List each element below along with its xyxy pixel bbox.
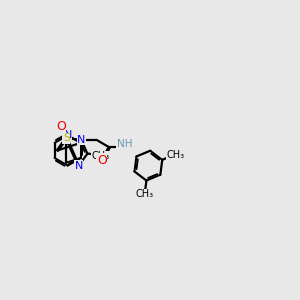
Text: CH₃: CH₃ <box>136 189 154 199</box>
Text: CH₃: CH₃ <box>92 151 110 161</box>
Text: NH: NH <box>117 139 132 149</box>
Text: S: S <box>63 133 70 143</box>
Text: N: N <box>64 130 72 140</box>
Text: O: O <box>56 119 66 133</box>
Text: O: O <box>97 154 107 167</box>
Text: CH₃: CH₃ <box>167 150 184 160</box>
Text: N: N <box>74 161 83 171</box>
Text: N: N <box>77 135 86 145</box>
